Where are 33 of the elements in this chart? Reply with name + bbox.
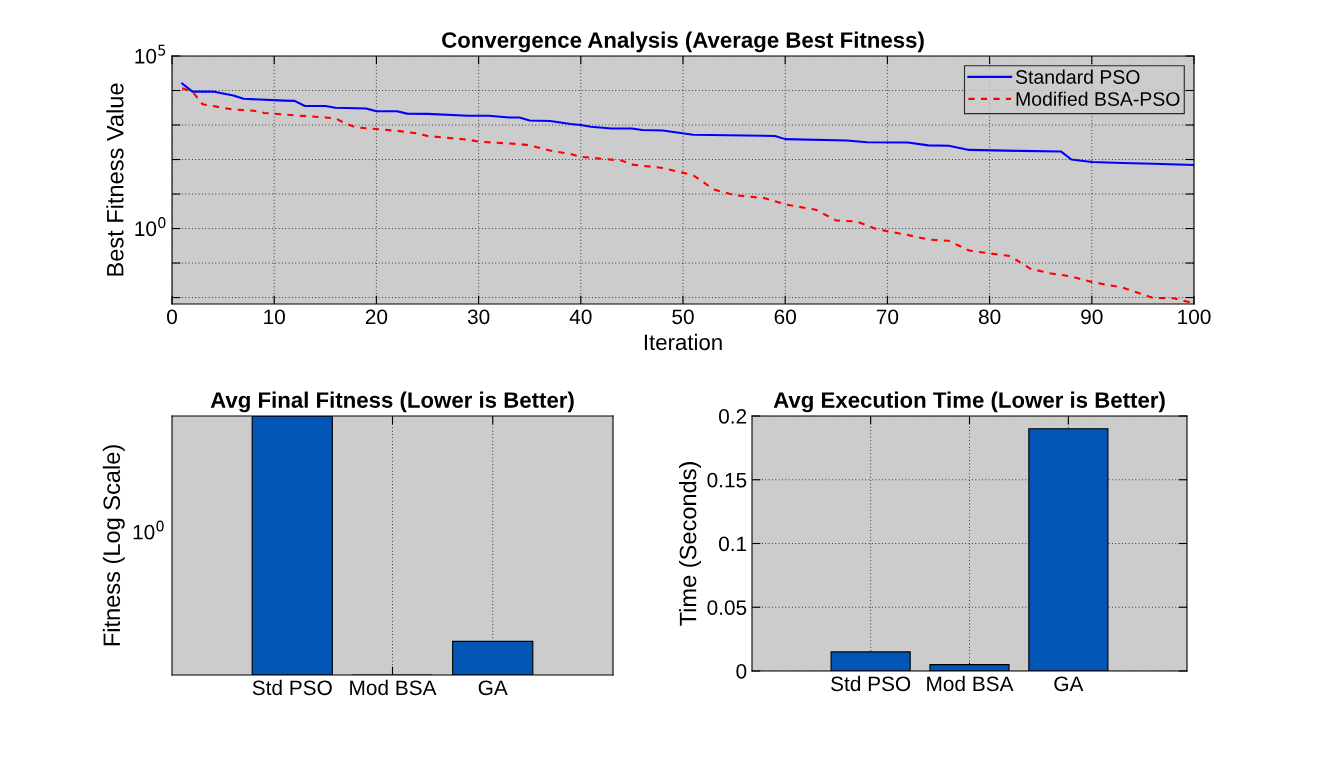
x-tick-label: 10 [264, 309, 285, 325]
chart-title: Avg Final Fitness (Lower is Better) [210, 391, 574, 413]
y-tick-label: 10$^{5}$ [135, 44, 166, 64]
chart-title: Avg Execution Time (Lower is Better) [773, 391, 1165, 413]
x-tick-label: 40 [569, 309, 592, 325]
y-axis-title: Best Fitness Value [106, 83, 124, 276]
x-tick-label: 0 [167, 309, 177, 325]
x-tick-label: Std PSO [831, 675, 911, 692]
y-tick-label: 0.15 [707, 472, 747, 488]
x-axis-title: Iteration [644, 333, 722, 351]
x-tick-label: 80 [978, 309, 1001, 325]
x-tick-label: 30 [467, 309, 490, 325]
x-tick-label: GA [1054, 676, 1084, 692]
chart-title: Convergence Analysis (Average Best Fitness) [442, 31, 924, 53]
x-tick-label: 90 [1081, 309, 1103, 325]
y-tick-label: 0.1 [718, 536, 747, 552]
legend-label: Modified BSA-PSO [1016, 91, 1180, 106]
y-tick-label: 0.05 [707, 600, 747, 615]
x-tick-label: Mod BSA [927, 675, 1014, 692]
x-tick-label: 20 [365, 309, 388, 325]
y-axis-title: Fitness (Log Scale) [102, 445, 125, 646]
y-axis-title: Time (Seconds) [679, 462, 702, 626]
x-tick-label: 60 [774, 309, 796, 325]
x-tick-label: Mod BSA [350, 679, 437, 696]
y-tick-label: 0 [736, 664, 747, 679]
x-tick-label: 70 [876, 309, 899, 325]
x-tick-label: 50 [672, 309, 694, 325]
x-tick-label: GA [478, 680, 508, 696]
legend-label: Standard PSO [1015, 69, 1140, 84]
y-tick-label: 0.2 [718, 409, 747, 424]
x-tick-label: Std PSO [252, 679, 332, 696]
line-series [181, 82, 1194, 167]
x-tick-label: 100 [1178, 309, 1211, 325]
